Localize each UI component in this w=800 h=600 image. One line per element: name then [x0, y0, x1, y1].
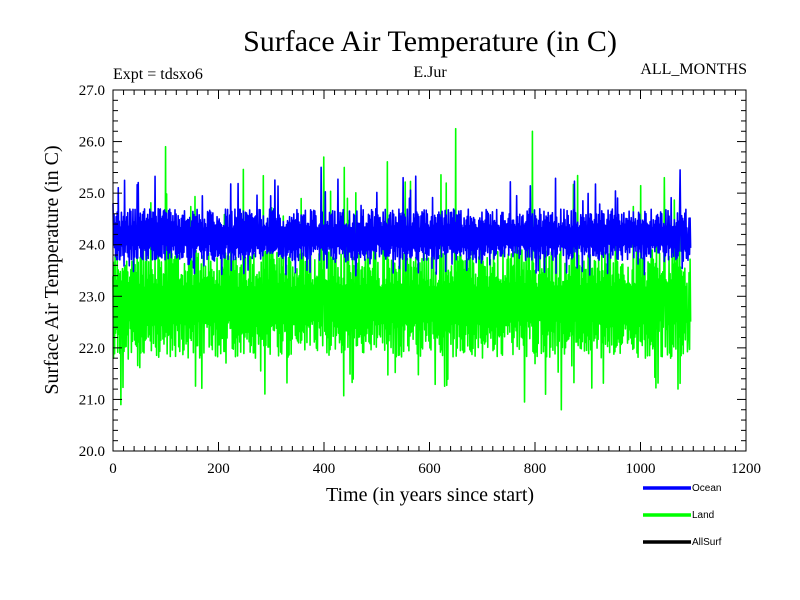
- x-tick-label: 200: [207, 461, 230, 477]
- y-tick-label: 25.0: [79, 186, 105, 202]
- axes-layer: 0 200 400 600 800 1000 1200 20.0 21.0 22.0 23.0 24.…: [79, 83, 761, 477]
- legend-label-land: Land: [692, 510, 714, 521]
- y-tick-label: 22.0: [79, 341, 105, 357]
- x-tick-label: 1000: [626, 461, 656, 477]
- subtitle-region: E.Jur: [413, 64, 447, 81]
- chart-title: Surface Air Temperature (in C): [243, 25, 617, 58]
- x-tick-label: 1200: [731, 461, 761, 477]
- y-tick-label: 24.0: [79, 238, 105, 254]
- legend-label-allsurf: AllSurf: [692, 537, 722, 548]
- subtitle-experiment: Expt = tdsxo6: [113, 66, 203, 83]
- x-tick-label: 0: [109, 461, 117, 477]
- x-axis-label: Time (in years since start): [326, 484, 534, 506]
- legend: Ocean Land AllSurf: [643, 483, 722, 548]
- subtitle-months: ALL_MONTHS: [640, 61, 747, 78]
- y-tick-label: 23.0: [79, 289, 105, 305]
- y-tick-label: 20.0: [79, 444, 105, 460]
- x-tick-label: 400: [313, 461, 336, 477]
- legend-label-ocean: Ocean: [692, 483, 721, 494]
- y-axis-label: Surface Air Temperature (in C): [41, 145, 63, 394]
- y-tick-label: 26.0: [79, 135, 105, 151]
- y-tick-label: 21.0: [79, 392, 105, 408]
- series-line-land: [112, 127, 692, 411]
- x-tick-label: 600: [418, 461, 441, 477]
- y-tick-label: 27.0: [79, 83, 105, 99]
- x-tick-label: 800: [524, 461, 547, 477]
- series-line-ocean: [112, 166, 692, 277]
- series-layer: [112, 127, 692, 411]
